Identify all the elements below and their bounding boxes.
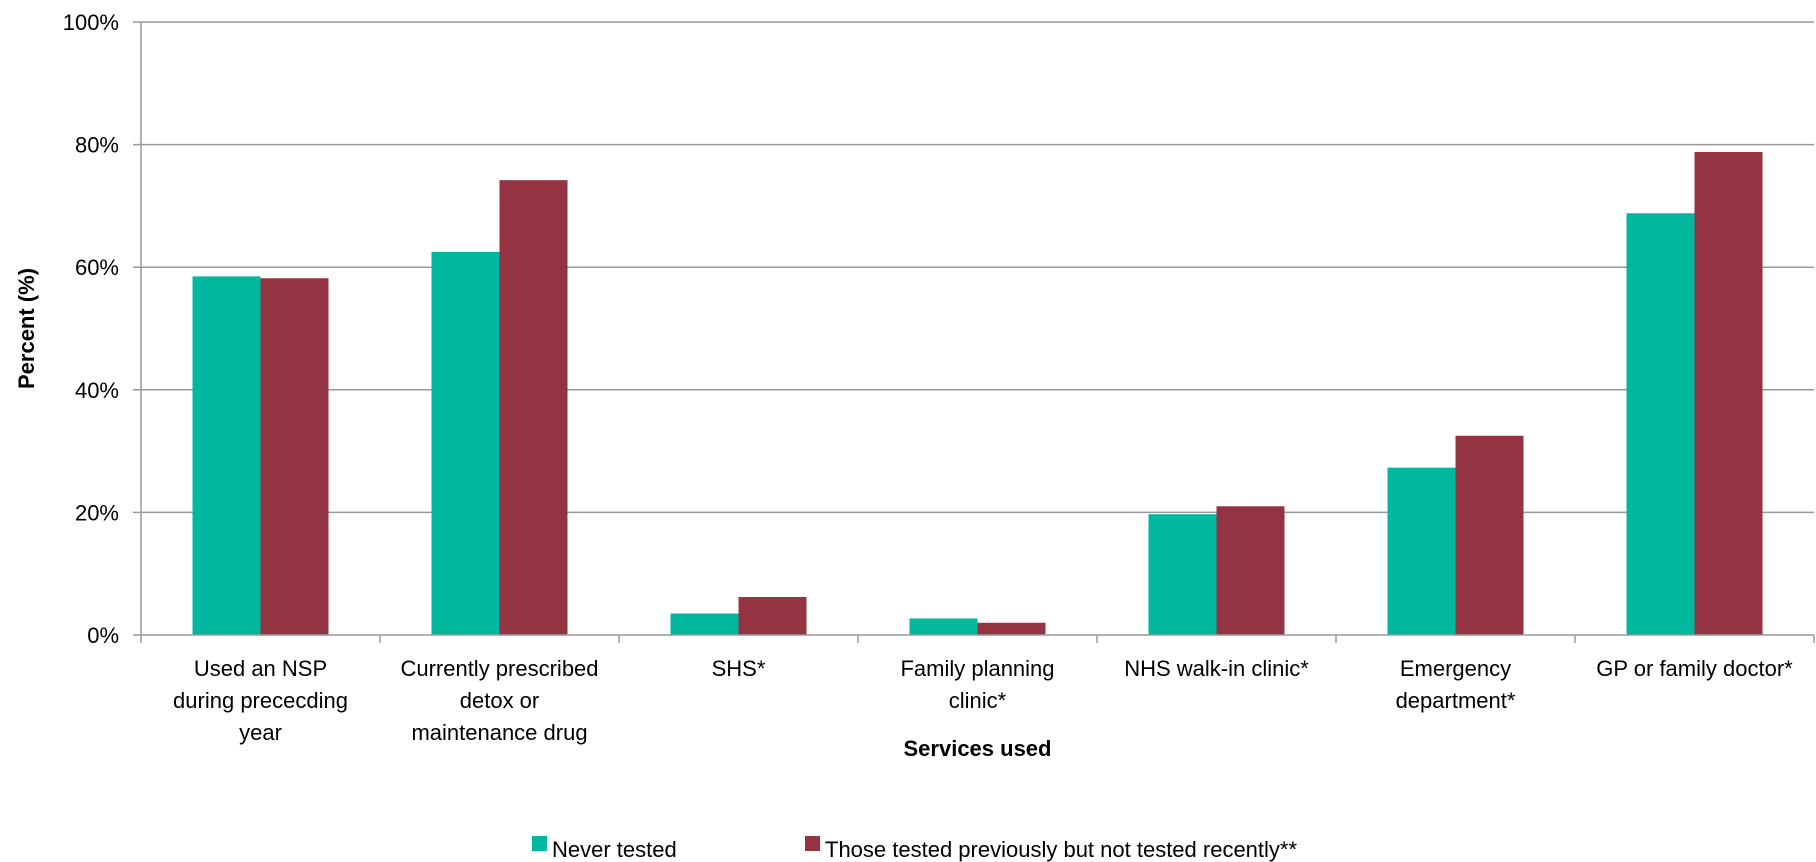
bar: [977, 622, 1046, 635]
x-category-label-line: GP or family doctor*: [1596, 656, 1793, 681]
x-category-label-line: department*: [1396, 688, 1516, 713]
x-category-label: Emergency department*: [1396, 656, 1516, 713]
x-category-label-line: Used an NSP: [194, 656, 327, 681]
bar: [260, 278, 329, 635]
bar: [738, 596, 807, 635]
axes: [140, 22, 1815, 643]
x-category-label-line: SHS*: [712, 656, 766, 681]
legend-label: Never tested: [552, 837, 677, 862]
legend: Never tested Those tested previously but …: [532, 836, 1297, 862]
y-tick-label: 40%: [75, 378, 119, 403]
y-tick-label: 100%: [63, 10, 119, 35]
bar: [431, 251, 500, 635]
legend-swatch: [532, 836, 547, 851]
legend-swatch: [805, 836, 820, 851]
x-category-label-line: year: [239, 720, 282, 745]
x-axis-title: Services used: [904, 736, 1052, 761]
x-category-label-line: detox or: [460, 688, 540, 713]
bar: [1387, 467, 1456, 635]
x-category-label-line: Emergency: [1400, 656, 1511, 681]
x-category-label: Family planning clinic*: [900, 656, 1054, 713]
x-category-label: NHS walk-in clinic*: [1124, 656, 1309, 681]
bar: [1148, 514, 1217, 635]
bars: [192, 151, 1763, 636]
y-tick-labels: 0% 20% 40% 60% 80% 100%: [63, 10, 119, 648]
x-category-label: SHS*: [712, 656, 766, 681]
y-tick-label: 20%: [75, 500, 119, 525]
x-category-label: Currently prescribed detox or maintenance …: [400, 656, 598, 745]
bar: [670, 613, 739, 635]
bar: [909, 618, 978, 635]
x-category-label-line: Currently prescribed: [400, 656, 598, 681]
x-category-labels: Used an NSP during prececding year Currentl…: [173, 656, 1793, 745]
bar: [1626, 213, 1695, 636]
y-axis-title: Percent (%): [14, 268, 39, 389]
x-category-label: GP or family doctor*: [1596, 656, 1793, 681]
x-category-label-line: maintenance drug: [411, 720, 587, 745]
bar: [192, 276, 261, 635]
bar: [499, 180, 568, 636]
x-category-label-line: clinic*: [949, 688, 1007, 713]
x-category-label-line: Family planning: [900, 656, 1054, 681]
x-category-label-line: NHS walk-in clinic*: [1124, 656, 1309, 681]
gridlines: [133, 21, 1814, 636]
bar: [1216, 506, 1285, 635]
bar: [1694, 151, 1763, 635]
y-tick-label: 80%: [75, 133, 119, 158]
y-tick-label: 0%: [87, 623, 119, 648]
legend-label: Those tested previously but not tested r…: [825, 837, 1297, 862]
x-category-label-line: during prececding: [173, 688, 348, 713]
y-tick-label: 60%: [75, 255, 119, 280]
bar: [1455, 435, 1524, 635]
x-category-label: Used an NSP during prececding year: [173, 656, 348, 745]
